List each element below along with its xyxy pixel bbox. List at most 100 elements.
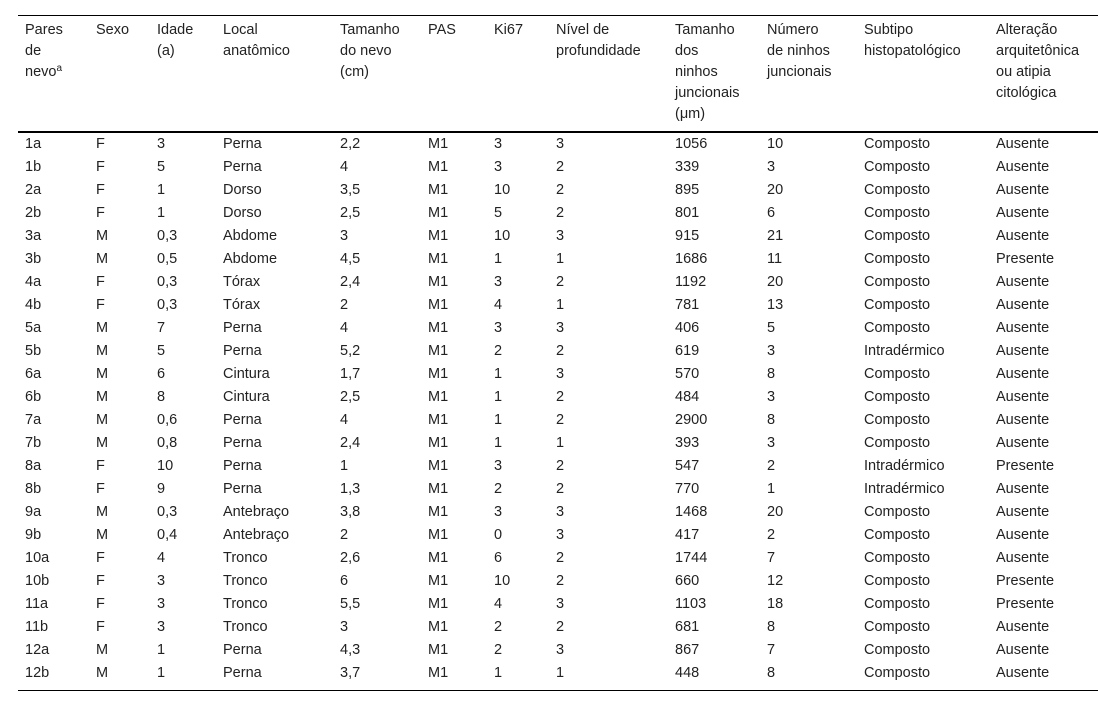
header-text: Número: [767, 22, 819, 38]
table-cell: M1: [428, 205, 449, 221]
table-cell: Ausente: [996, 182, 1050, 198]
table-cell: M1: [428, 159, 449, 175]
header-line: Nível de: [556, 20, 641, 41]
header-line: Subtipo: [864, 20, 961, 41]
table-cell: M1: [428, 251, 449, 267]
header-line: Ki67: [494, 20, 523, 41]
table-cell: Composto: [864, 297, 931, 313]
table-cell: M1: [428, 550, 449, 566]
table-cell: M: [96, 228, 109, 244]
table-cell: 484: [675, 389, 700, 405]
header-text: citológica: [996, 85, 1057, 101]
header-line: Local: [223, 20, 290, 41]
table-cell: 2,4: [340, 274, 361, 290]
table-cell: 6: [340, 573, 349, 589]
header-line: histopatológico: [864, 41, 961, 62]
header-text: anatômico: [223, 43, 290, 59]
table-cell: 10: [494, 228, 511, 244]
header-text: dos: [675, 43, 699, 59]
table-cell: 2: [556, 481, 565, 497]
table-cell: 11: [767, 251, 783, 267]
table-cell: 3: [767, 389, 776, 405]
table-cell: 915: [675, 228, 700, 244]
table-cell: Ausente: [996, 274, 1050, 290]
table-cell: 3,8: [340, 504, 361, 520]
table-cell: 2: [767, 458, 776, 474]
header-text: (cm): [340, 64, 369, 80]
table-cell: M1: [428, 389, 449, 405]
table-cell: Composto: [864, 665, 931, 681]
header-line: (a): [157, 41, 193, 62]
header-line: citológica: [996, 83, 1079, 104]
table-cell: 2900: [675, 412, 708, 428]
table-cell: M1: [428, 343, 449, 359]
table-cell: M1: [428, 458, 449, 474]
table-cell: 4: [494, 297, 503, 313]
table-cell: Antebraço: [223, 527, 290, 543]
table-cell: 570: [675, 366, 700, 382]
table-cell: 4b: [25, 297, 42, 313]
table-cell: Perna: [223, 642, 262, 658]
table-cell: 393: [675, 435, 700, 451]
table-cell: 1: [157, 665, 166, 681]
table-cell: 2: [556, 573, 565, 589]
table-cell: 0,3: [157, 274, 178, 290]
header-text: PAS: [428, 22, 456, 38]
header-line: Número: [767, 20, 832, 41]
table-cell: 770: [675, 481, 700, 497]
table-cell: 3,7: [340, 665, 361, 681]
header-text: arquitetônica: [996, 43, 1080, 59]
table-cell: 3: [556, 136, 565, 152]
header-line: juncionais: [767, 62, 832, 83]
table-cell: 3,5: [340, 182, 361, 198]
table-cell: 2,6: [340, 550, 361, 566]
table-cell: Cintura: [223, 389, 270, 405]
table-cell: 3: [556, 642, 565, 658]
table-cell: M1: [428, 320, 449, 336]
table-cell: 13: [767, 297, 784, 313]
table-cell: 2: [340, 527, 349, 543]
header-line: arquitetônica: [996, 41, 1079, 62]
table-cell: Presente: [996, 458, 1055, 474]
table-cell: 4a: [25, 274, 42, 290]
header-text: Tamanho: [675, 22, 735, 38]
table-cell: 2: [556, 389, 565, 405]
table-cell: 895: [675, 182, 700, 198]
table-cell: 8: [767, 665, 776, 681]
table-cell: F: [96, 205, 105, 221]
table-cell: Composto: [864, 435, 931, 451]
table-cell: F: [96, 159, 105, 175]
table-cell: 10: [494, 182, 511, 198]
table-cell: Tronco: [223, 573, 268, 589]
table-cell: M1: [428, 665, 449, 681]
table-cell: Ausente: [996, 665, 1050, 681]
table-cell: Intradérmico: [864, 458, 945, 474]
table-cell: 10b: [25, 573, 50, 589]
table-cell: 0,8: [157, 435, 178, 451]
table-cell: F: [96, 182, 105, 198]
header-line: juncionais: [675, 83, 740, 104]
header-text: juncionais: [675, 85, 740, 101]
table-cell: 5: [157, 343, 166, 359]
table-cell: M1: [428, 642, 449, 658]
table-cell: 8: [767, 366, 776, 382]
table-cell: 1: [494, 412, 503, 428]
table-cell: 339: [675, 159, 700, 175]
table-cell: 3: [494, 504, 503, 520]
table-cell: 2b: [25, 205, 42, 221]
header-text: Pares: [25, 22, 63, 38]
table-cell: Composto: [864, 619, 931, 635]
table-cell: 3: [556, 596, 565, 612]
table-cell: 3: [767, 159, 776, 175]
table-cell: 20: [767, 182, 784, 198]
table-cell: 12: [767, 573, 784, 589]
table-cell: 3: [340, 228, 349, 244]
table-cell: 4: [340, 412, 349, 428]
table-cell: M: [96, 642, 109, 658]
header-cell: Sexo: [96, 20, 129, 41]
header-text: do nevo: [340, 43, 392, 59]
table-cell: 3: [767, 343, 776, 359]
table-cell: Composto: [864, 159, 931, 175]
table-cell: 3: [157, 619, 166, 635]
table-cell: Antebraço: [223, 504, 290, 520]
